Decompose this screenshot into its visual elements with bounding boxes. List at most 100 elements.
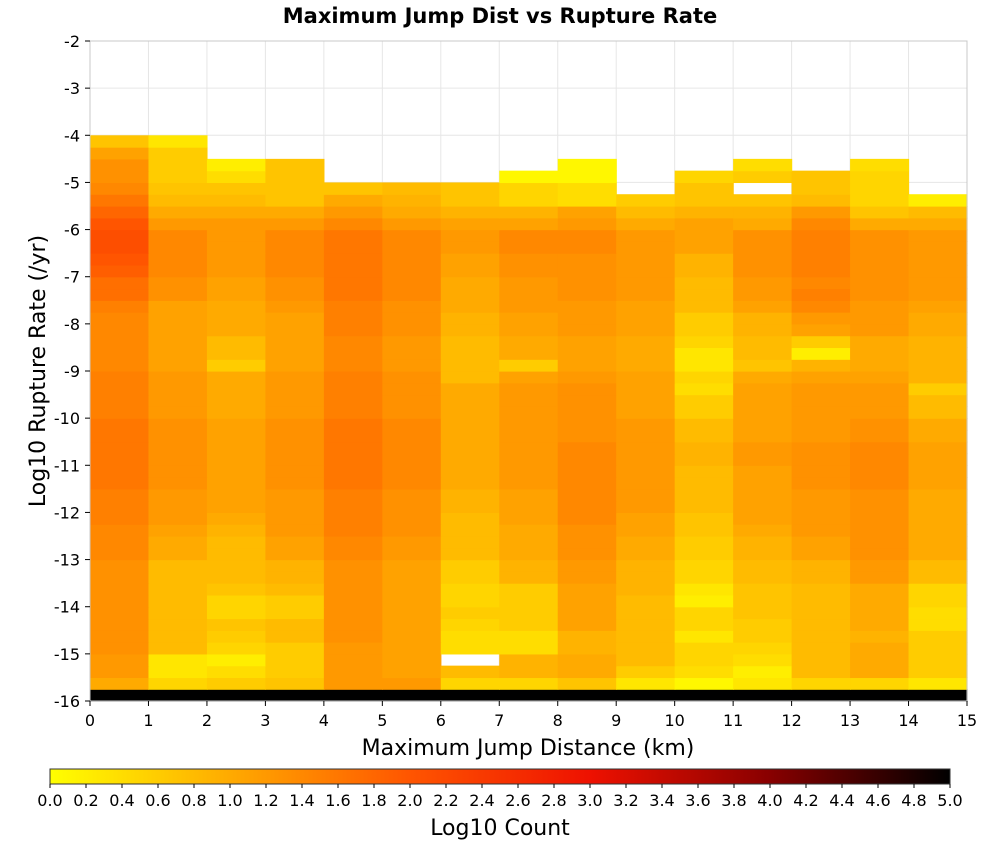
heatmap-cell xyxy=(206,465,266,478)
heatmap-cell xyxy=(323,477,383,490)
heatmap-cell xyxy=(733,465,793,478)
heatmap-cell xyxy=(382,559,442,572)
heatmap-cell xyxy=(557,441,617,455)
heatmap-cell xyxy=(265,206,325,219)
heatmap-cell xyxy=(850,359,910,372)
heatmap-cell xyxy=(908,288,968,301)
heatmap-cell xyxy=(908,665,968,679)
heatmap-cell xyxy=(440,547,500,561)
heatmap-cell xyxy=(265,689,325,702)
heatmap-cell xyxy=(791,488,851,502)
heatmap-cell xyxy=(791,524,851,537)
heatmap-cell xyxy=(791,241,851,254)
heatmap-cell xyxy=(850,170,910,184)
heatmap-cell xyxy=(90,194,150,207)
heatmap-cell xyxy=(382,594,442,608)
heatmap-cell xyxy=(90,630,150,643)
heatmap-cell xyxy=(148,477,208,490)
heatmap-cell xyxy=(440,689,500,702)
heatmap-cell xyxy=(206,524,266,537)
heatmap-cell xyxy=(440,500,500,514)
colorbar xyxy=(49,768,951,785)
heatmap-cell xyxy=(440,677,500,690)
heatmap-cell xyxy=(733,547,793,561)
heatmap-cell xyxy=(674,653,734,667)
heatmap-cell xyxy=(733,241,793,254)
heatmap-cell xyxy=(148,312,208,325)
heatmap-cell xyxy=(90,406,150,419)
heatmap-cell xyxy=(557,571,617,584)
heatmap-cell xyxy=(616,217,676,231)
heatmap-cell xyxy=(616,547,676,561)
heatmap-cell xyxy=(499,406,559,419)
heatmap-cell xyxy=(90,677,150,690)
heatmap-cell xyxy=(674,630,734,643)
heatmap-cell xyxy=(382,441,442,455)
heatmap-cell xyxy=(323,689,383,702)
heatmap-cell xyxy=(850,406,910,419)
heatmap-cell xyxy=(148,512,208,525)
heatmap-cell xyxy=(206,241,266,254)
heatmap-cell xyxy=(323,594,383,608)
heatmap-cell xyxy=(323,217,383,231)
heatmap-cell xyxy=(499,182,559,195)
heatmap-cell xyxy=(674,559,734,572)
heatmap-cell xyxy=(206,217,266,231)
heatmap-cell xyxy=(90,382,150,396)
heatmap-cell xyxy=(616,583,676,596)
heatmap-cell xyxy=(206,642,266,655)
heatmap-cell xyxy=(908,253,968,266)
heatmap-cell xyxy=(206,536,266,549)
heatmap-cell xyxy=(908,276,968,290)
heatmap-cell xyxy=(148,335,208,349)
heatmap-cell xyxy=(908,323,968,337)
heatmap-cell xyxy=(148,689,208,702)
heatmap-cell xyxy=(323,642,383,655)
heatmap-cell xyxy=(733,630,793,643)
heatmap-cell xyxy=(148,323,208,337)
x-tick-label: 14 xyxy=(898,711,918,730)
heatmap-cell xyxy=(265,241,325,254)
heatmap-cell xyxy=(908,689,968,702)
heatmap-cell xyxy=(206,677,266,690)
heatmap-cell xyxy=(382,571,442,584)
heatmap-cell xyxy=(499,288,559,301)
heatmap-cell xyxy=(499,371,559,384)
y-tick-label: -5 xyxy=(64,173,80,192)
heatmap-cell xyxy=(557,382,617,396)
heatmap-cell xyxy=(557,665,617,679)
heatmap-cell xyxy=(148,359,208,372)
heatmap-cell xyxy=(557,300,617,313)
heatmap-cell xyxy=(265,618,325,631)
heatmap-cell xyxy=(90,583,150,596)
heatmap-cell xyxy=(265,583,325,596)
heatmap-cell xyxy=(323,194,383,207)
heatmap-cell xyxy=(440,347,500,360)
heatmap-cell xyxy=(850,665,910,679)
heatmap-cell xyxy=(265,182,325,195)
heatmap-cell xyxy=(908,465,968,478)
heatmap-cell xyxy=(616,312,676,325)
heatmap-cell xyxy=(206,571,266,584)
heatmap-cell xyxy=(206,547,266,561)
heatmap-cell xyxy=(674,371,734,384)
colorbar-tick-label: 4.4 xyxy=(829,791,854,810)
heatmap-cell xyxy=(499,465,559,478)
heatmap-cell xyxy=(674,194,734,207)
heatmap-cell xyxy=(557,429,617,443)
heatmap-cell xyxy=(733,524,793,537)
heatmap-cell xyxy=(206,606,266,620)
heatmap-cell xyxy=(323,300,383,313)
heatmap-cell xyxy=(733,500,793,514)
heatmap-cell xyxy=(90,547,150,561)
heatmap-cell xyxy=(733,583,793,596)
heatmap-cell xyxy=(557,229,617,242)
heatmap-cell xyxy=(90,170,150,184)
heatmap-cell xyxy=(616,465,676,478)
heatmap-cell xyxy=(382,606,442,620)
heatmap-cell xyxy=(674,665,734,679)
heatmap-cell xyxy=(90,158,150,172)
heatmap-cell xyxy=(791,606,851,620)
heatmap-cell xyxy=(674,264,734,278)
heatmap-cell xyxy=(908,335,968,349)
